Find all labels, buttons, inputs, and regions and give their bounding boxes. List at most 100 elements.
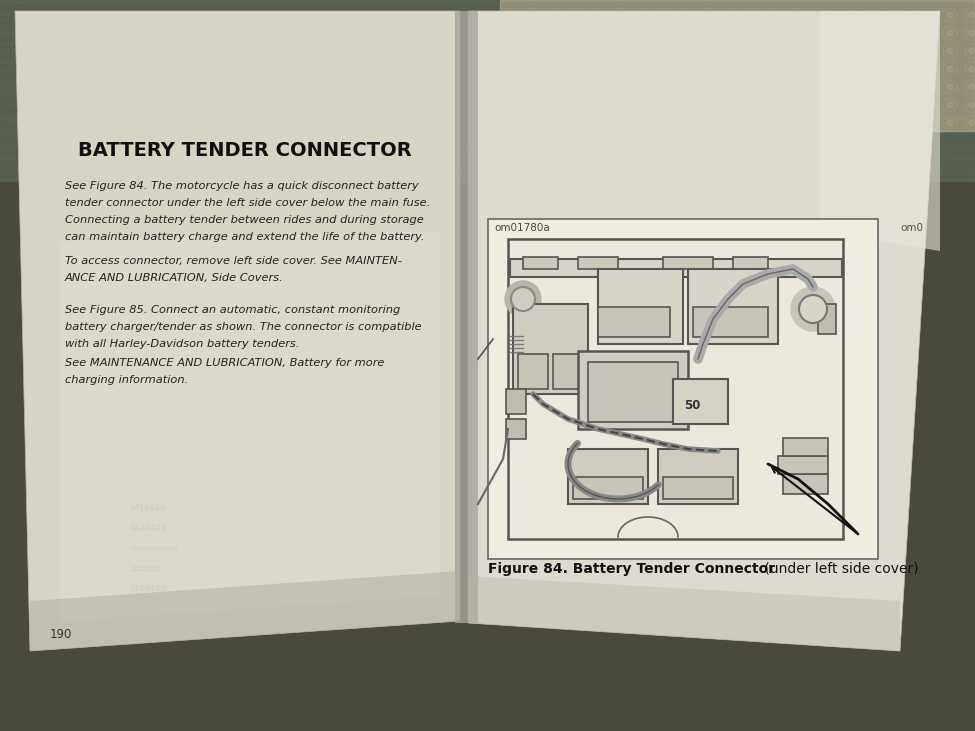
Circle shape [969,12,975,18]
Circle shape [683,12,689,18]
Circle shape [837,66,843,72]
Polygon shape [455,11,478,623]
Circle shape [903,66,909,72]
Bar [488,219,878,559]
Circle shape [947,48,953,54]
Circle shape [793,84,799,90]
Circle shape [573,120,579,126]
Circle shape [881,102,887,108]
Text: To access connector, remove left side cover. See MAINTEN-: To access connector, remove left side co… [65,256,402,266]
Circle shape [507,48,513,54]
Text: battery charger/tender as shown. The connector is compatible: battery charger/tender as shown. The con… [65,322,421,332]
Text: ANCE AND LUBRICATION, Side Covers.: ANCE AND LUBRICATION, Side Covers. [65,273,284,283]
Bar [573,477,643,499]
Text: (under left side cover): (under left side cover) [760,562,918,576]
Text: zzzzzzz: zzzzzzz [130,564,161,573]
Bar [510,259,842,277]
Bar [506,419,526,439]
Text: Figure 84. Battery Tender Connector: Figure 84. Battery Tender Connector [488,562,775,576]
Circle shape [837,102,843,108]
Circle shape [705,48,711,54]
Circle shape [661,102,667,108]
Circle shape [749,120,755,126]
Circle shape [617,66,623,72]
Bar [508,239,843,539]
Circle shape [727,30,733,36]
Circle shape [683,102,689,108]
Text: can maintain battery charge and extend the life of the battery.: can maintain battery charge and extend t… [65,232,424,242]
Circle shape [551,30,557,36]
Circle shape [815,12,821,18]
Circle shape [859,84,865,90]
Circle shape [771,12,777,18]
Circle shape [815,48,821,54]
Circle shape [859,66,865,72]
Circle shape [793,66,799,72]
Text: wf1e64a: wf1e64a [130,504,166,513]
Circle shape [771,48,777,54]
Circle shape [639,30,645,36]
Circle shape [661,120,667,126]
Bar [598,307,670,337]
Bar [818,304,836,334]
Bar [663,477,733,499]
Circle shape [639,84,645,90]
Circle shape [925,12,931,18]
Circle shape [881,66,887,72]
Circle shape [903,12,909,18]
Bar [588,362,678,422]
Polygon shape [468,576,900,651]
Circle shape [947,84,953,90]
Circle shape [793,48,799,54]
Circle shape [529,12,535,18]
Circle shape [947,12,953,18]
Circle shape [683,30,689,36]
Circle shape [529,30,535,36]
Circle shape [859,30,865,36]
Text: uuuuuuuuu: uuuuuuuuu [130,544,178,553]
Circle shape [639,120,645,126]
Circle shape [793,30,799,36]
Circle shape [925,30,931,36]
Circle shape [947,30,953,36]
Circle shape [727,102,733,108]
Polygon shape [820,11,940,251]
Circle shape [551,84,557,90]
Circle shape [573,84,579,90]
Polygon shape [30,571,460,651]
Bar [578,257,618,269]
Circle shape [969,102,975,108]
Circle shape [639,102,645,108]
Circle shape [969,66,975,72]
Circle shape [771,84,777,90]
Circle shape [529,84,535,90]
Circle shape [859,102,865,108]
Circle shape [507,102,513,108]
Circle shape [551,12,557,18]
Bar [733,257,768,269]
Circle shape [799,295,827,323]
Circle shape [595,12,601,18]
Circle shape [793,102,799,108]
Circle shape [969,48,975,54]
Circle shape [969,84,975,90]
Bar [663,257,713,269]
Polygon shape [60,231,440,621]
Circle shape [639,12,645,18]
Circle shape [837,30,843,36]
Circle shape [881,48,887,54]
Circle shape [749,48,755,54]
Circle shape [791,287,835,331]
Bar [673,379,728,424]
Circle shape [595,48,601,54]
Circle shape [595,30,601,36]
Circle shape [749,66,755,72]
Circle shape [859,120,865,126]
Text: om01780a: om01780a [494,223,550,233]
Circle shape [595,120,601,126]
Circle shape [727,66,733,72]
Circle shape [749,102,755,108]
Circle shape [705,66,711,72]
Bar [778,456,828,474]
Circle shape [617,102,623,108]
